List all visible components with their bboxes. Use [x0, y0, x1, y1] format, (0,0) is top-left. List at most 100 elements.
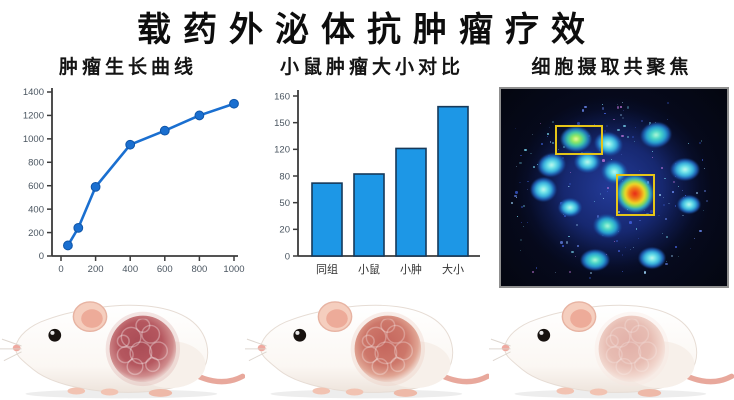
fluorescence-speckle: [601, 107, 604, 110]
fluorescence-speckle: [515, 191, 518, 194]
fluorescence-speckle: [606, 191, 608, 192]
fluorescence-speckle: [515, 165, 517, 168]
tumor-texture: [361, 318, 413, 376]
fluorescence-speckle: [682, 190, 684, 191]
fluorescence-speckle: [689, 248, 692, 250]
svg-text:1200: 1200: [23, 111, 44, 122]
svg-text:80: 80: [279, 171, 290, 182]
fluorescence-speckle: [616, 106, 620, 109]
svg-text:小肿: 小肿: [400, 262, 422, 276]
fluorescence-speckle: [664, 217, 668, 221]
fluorescence-speckle: [626, 106, 629, 109]
svg-text:0: 0: [58, 264, 63, 275]
fluorescence-speckle: [666, 101, 669, 105]
fluorescence-speckle: [621, 134, 624, 138]
svg-text:800: 800: [28, 157, 44, 168]
fluorescence-speckle: [526, 180, 529, 183]
fluorescence-speckle: [666, 261, 668, 262]
fluorescence-speckle: [701, 158, 704, 161]
mouse-inner-ear: [570, 309, 592, 328]
fluorescence-speckle: [674, 205, 677, 207]
fluorescence-speckle: [661, 232, 663, 234]
fluorescence-speckle: [581, 109, 585, 112]
fluorescence-speckle: [569, 171, 571, 173]
svg-text:200: 200: [28, 228, 44, 239]
fluorescence-speckle: [694, 238, 696, 240]
fluorescence-speckle: [571, 250, 574, 254]
highlight-box-2: [616, 174, 656, 216]
fluorescence-speckle: [614, 241, 616, 243]
mouse-nose: [12, 344, 21, 352]
fluorescence-speckle: [623, 124, 626, 128]
mouse-illustration: [489, 301, 734, 399]
svg-text:600: 600: [157, 264, 173, 275]
mouse-whiskers: [244, 338, 267, 362]
fluorescence-speckle: [663, 204, 666, 206]
mouse-front-paw: [345, 388, 363, 396]
fluorescence-speckle: [619, 105, 623, 109]
svg-text:0: 0: [285, 251, 290, 262]
fluorescence-speckle: [552, 142, 554, 144]
mouse-front-paw: [67, 387, 86, 395]
mouse-illustration: [0, 301, 245, 399]
svg-text:800: 800: [191, 264, 207, 275]
mouse-front-paw: [589, 388, 608, 396]
fluorescence-speckle: [588, 277, 591, 280]
cell-nucleus: [676, 194, 702, 215]
mouse-hind-paw: [637, 389, 662, 397]
fluorescence-speckle: [616, 240, 619, 243]
fluorescence-speckle: [677, 255, 679, 257]
fluorescence-speckle: [620, 114, 622, 117]
mouse-eye: [48, 328, 62, 342]
fluorescence-speckle: [672, 180, 675, 183]
fluorescence-speckle: [530, 152, 532, 154]
mouse-front-paw: [100, 388, 119, 396]
fluorescence-speckle: [626, 135, 629, 138]
fluorescence-speckle: [547, 132, 550, 135]
fluorescence-speckle: [635, 127, 637, 129]
cell-nucleus: [638, 246, 666, 269]
fluorescence-speckle: [630, 248, 632, 250]
svg-text:1400: 1400: [23, 87, 44, 98]
fluorescence-speckle: [617, 250, 620, 252]
svg-text:150: 150: [274, 118, 290, 129]
svg-text:20: 20: [279, 225, 290, 236]
highlighted-cell: [560, 126, 592, 153]
fluorescence-speckle: [584, 105, 587, 109]
bar-chart-title: 小鼠肿瘤大小对比: [279, 57, 464, 78]
fluorescence-speckle: [696, 192, 699, 195]
fluorescence-speckle: [678, 185, 680, 187]
svg-text:400: 400: [28, 204, 44, 215]
fluorescence-speckle: [602, 159, 605, 162]
fluorescence-speckle: [568, 270, 572, 274]
fluorescence-speckle: [577, 245, 579, 247]
fluorescence-speckle: [643, 271, 647, 274]
mouse-faint-tumor: [489, 290, 734, 400]
mouse-inner-ear: [81, 309, 103, 328]
fluorescence-speckle: [604, 112, 606, 115]
fluorescence-speckle: [617, 103, 619, 105]
fluorescence-speckle: [605, 124, 608, 127]
fluorescence-speckle: [665, 262, 668, 266]
fluorescence-speckle: [568, 186, 570, 188]
fluorescence-speckle: [607, 186, 610, 189]
fluorescence-speckle: [652, 156, 654, 158]
fluorescence-speckle: [666, 118, 668, 120]
fluorescence-speckle: [698, 141, 702, 145]
fluorescence-speckle: [514, 128, 516, 130]
tumor: [354, 315, 421, 383]
fluorescence-speckle: [535, 267, 538, 269]
tumor-texture: [605, 318, 658, 376]
svg-text:120: 120: [274, 145, 290, 156]
fluorescence-speckle: [516, 216, 518, 218]
mouse-eye: [293, 328, 306, 342]
fluorescence-speckle: [704, 189, 707, 192]
fluorescence-speckle: [532, 166, 535, 169]
fluorescence-speckle: [617, 128, 620, 132]
mouse-medium-tumor: [244, 290, 490, 400]
fluorescence-speckle: [521, 206, 524, 209]
fluorescence-speckle: [618, 211, 621, 214]
svg-text:1000: 1000: [223, 264, 244, 275]
cell-nucleus: [573, 151, 601, 174]
